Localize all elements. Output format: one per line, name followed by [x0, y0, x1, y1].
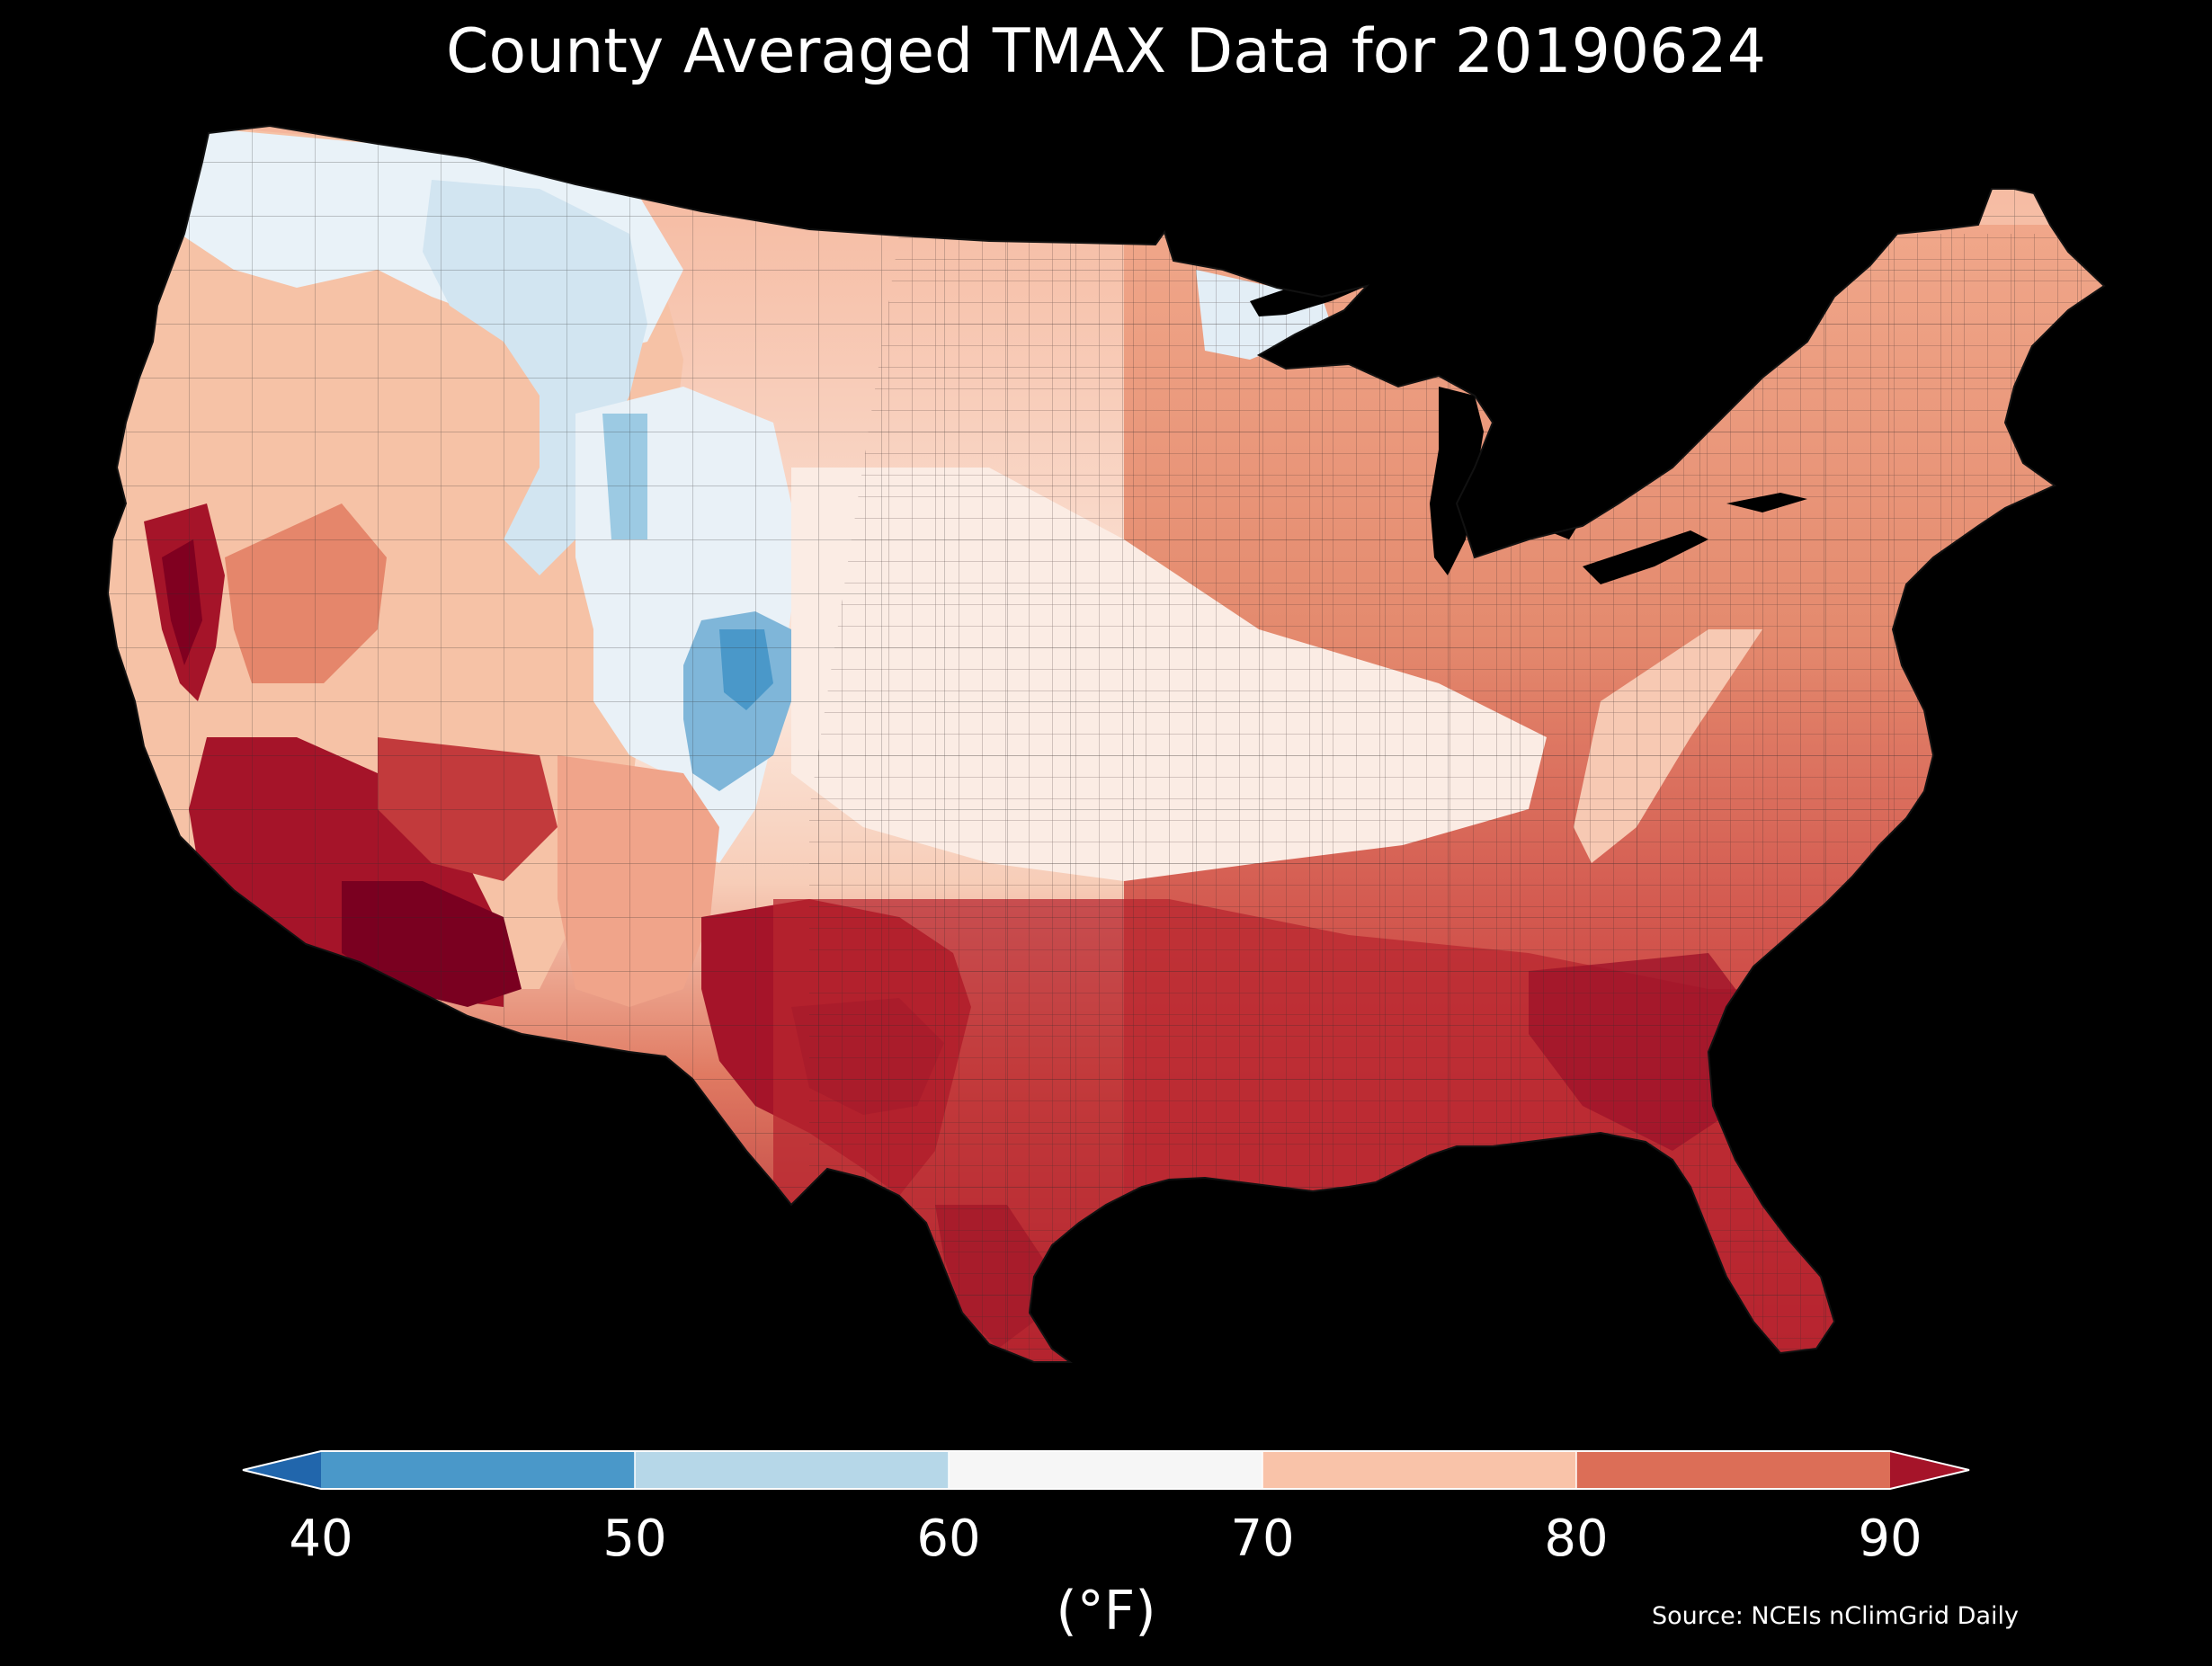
- colorbar-outline: [242, 1450, 1970, 1490]
- colorbar-bin-gt90: [1890, 1451, 1969, 1489]
- colorbar-unit-label: (°F): [1056, 1580, 1155, 1643]
- colorbar-bin-80-90: [1576, 1451, 1890, 1489]
- lake-superior: [1250, 279, 1367, 316]
- lake-ontario: [1726, 493, 1807, 512]
- chart-title: County Averaged TMAX Data for 20190624: [446, 16, 1766, 87]
- colorbar-bin-40-50: [321, 1451, 635, 1489]
- lake-huron: [1533, 423, 1592, 539]
- colorbar-tick-90: 90: [1858, 1510, 1922, 1568]
- colorbar-bin-lt40: [243, 1451, 321, 1489]
- colorbar-bin-50-60: [635, 1451, 949, 1489]
- colorbar-tick-80: 80: [1544, 1510, 1608, 1568]
- lake-erie: [1583, 530, 1708, 584]
- great-lakes: [1250, 279, 1807, 584]
- colorbar-tick-40: 40: [289, 1510, 352, 1568]
- lake-michigan: [1430, 387, 1484, 575]
- colorbar-tick-50: 50: [602, 1510, 666, 1568]
- colorbar-bin-60-70: [949, 1451, 1262, 1489]
- source-credit: Source: NCEIs nClimGrid Daily: [1652, 1602, 2019, 1630]
- colorbar-tick-60: 60: [916, 1510, 980, 1568]
- colorbar-bin-70-80: [1262, 1451, 1576, 1489]
- colorbar-tick-70: 70: [1230, 1510, 1294, 1568]
